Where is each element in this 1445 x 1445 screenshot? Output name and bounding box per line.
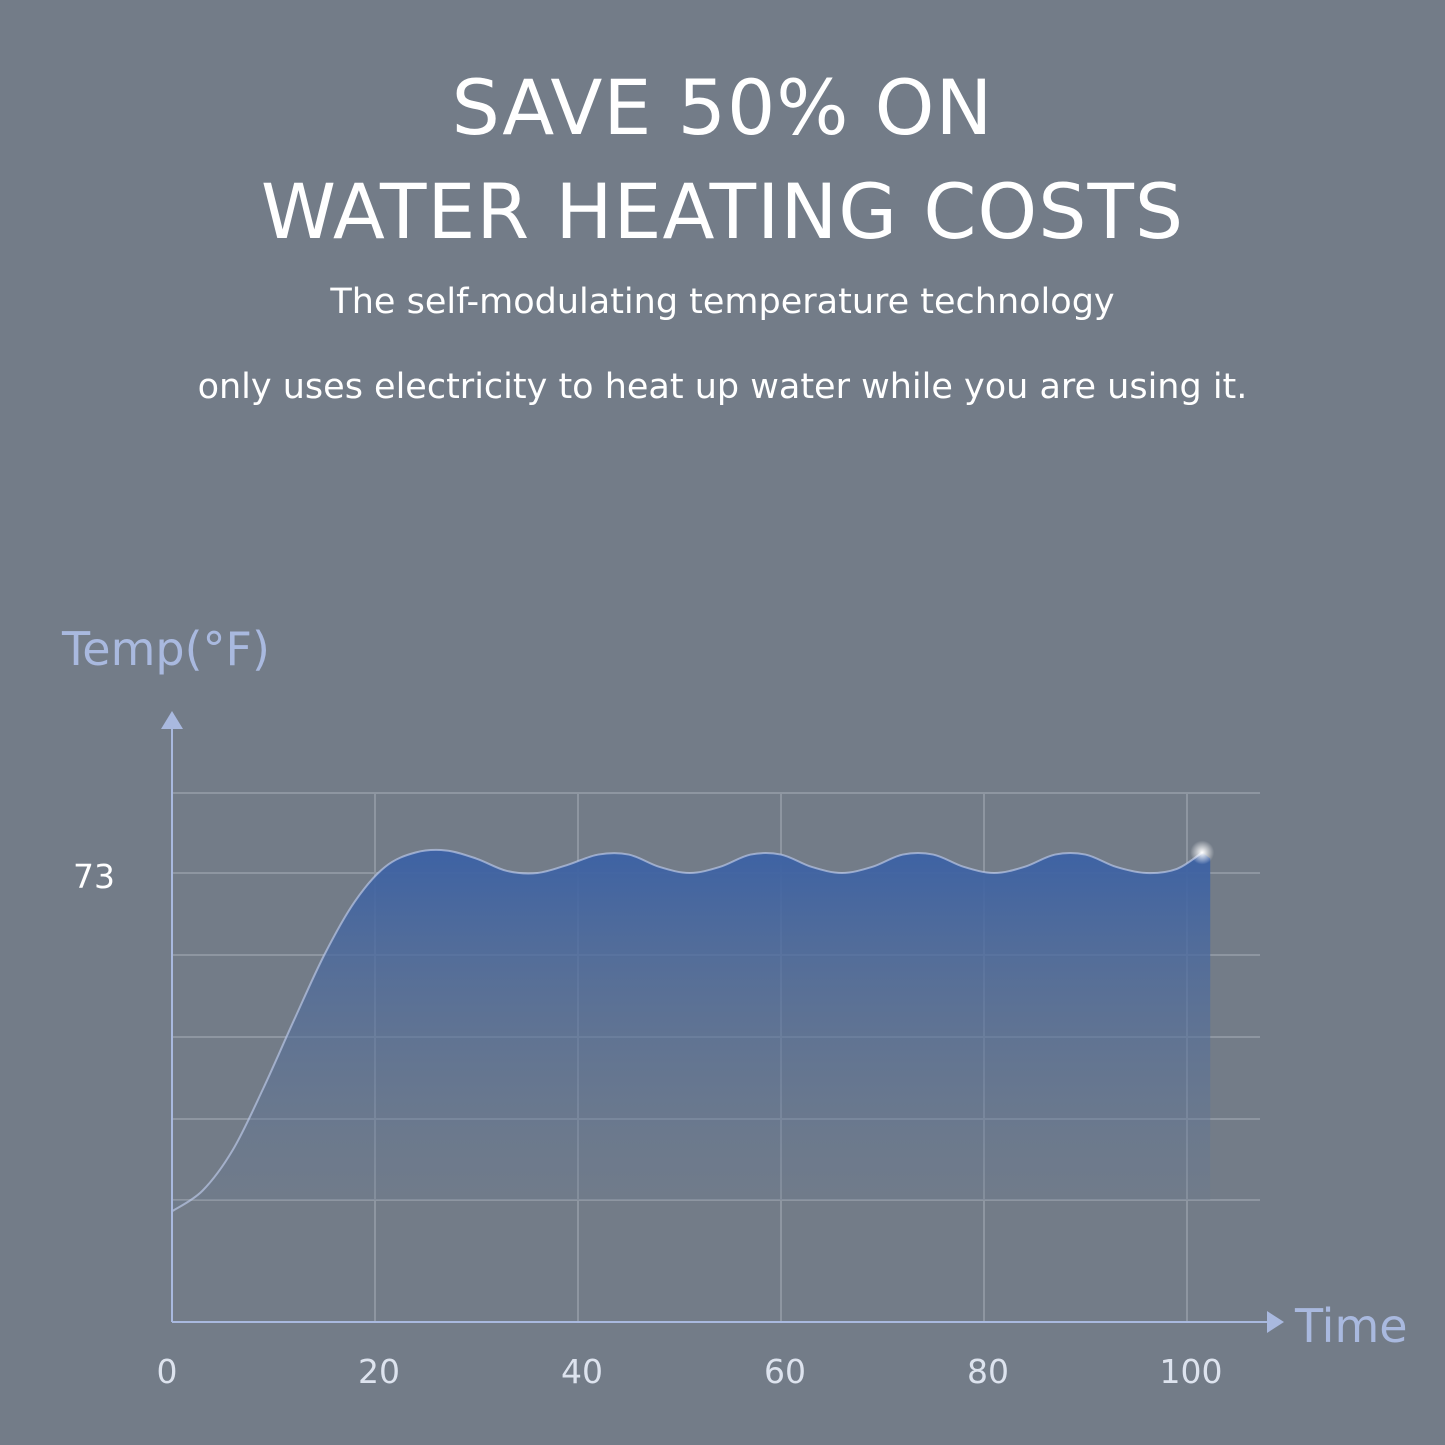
y-tick-labels: 73 bbox=[73, 857, 115, 896]
x-tick-label-100: 100 bbox=[1160, 1352, 1223, 1391]
temperature-area bbox=[172, 849, 1211, 1212]
x-axis-arrow-icon bbox=[1267, 1311, 1284, 1333]
x-tick-labels: 0 20 40 60 80 100 bbox=[157, 1352, 1223, 1391]
headline-line-1: SAVE 50% ON bbox=[451, 63, 994, 152]
y-axis-label: Temp(°F) bbox=[61, 622, 270, 676]
x-tick-label-0: 0 bbox=[157, 1352, 178, 1391]
y-axis-arrow-icon bbox=[161, 711, 183, 729]
x-tick-label-40: 40 bbox=[561, 1352, 603, 1391]
endpoint-glow bbox=[1190, 840, 1215, 865]
headline-line-2: WATER HEATING COSTS bbox=[260, 167, 1185, 256]
temperature-line bbox=[171, 848, 1203, 1213]
y-tick-label-73: 73 bbox=[73, 857, 115, 896]
x-tick-label-20: 20 bbox=[358, 1352, 400, 1391]
subtitle-line-1: The self-modulating temperature technolo… bbox=[330, 282, 1115, 322]
subtitle-line-2: only uses electricity to heat up water w… bbox=[197, 367, 1248, 407]
x-axis-label: Time bbox=[1294, 1299, 1408, 1353]
x-tick-label-60: 60 bbox=[764, 1352, 806, 1391]
x-tick-label-80: 80 bbox=[967, 1352, 1009, 1391]
